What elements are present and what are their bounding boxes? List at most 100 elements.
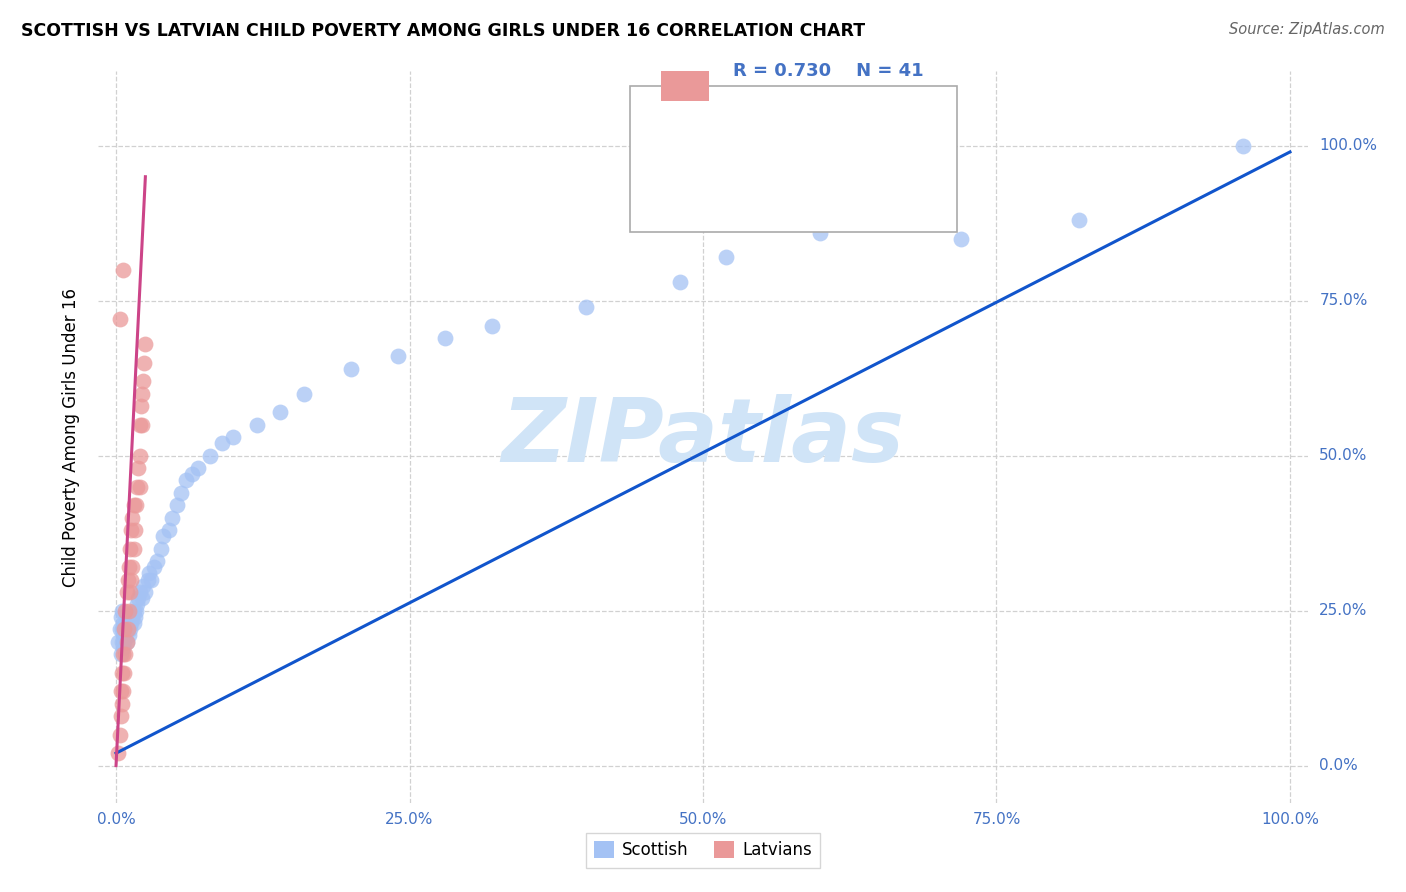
Point [115,634,138,648]
Point [127,598,149,612]
Point [124,610,146,624]
Point [141,573,163,587]
Point [1067,213,1090,227]
Point [211,436,233,450]
Point [481,318,503,333]
Point [132,579,155,593]
FancyBboxPatch shape [630,86,957,232]
Point [118,560,141,574]
Point [157,523,180,537]
Point [222,430,245,444]
Text: R = 0.730    N = 41: R = 0.730 N = 41 [734,62,924,80]
Text: ZIPatlas: ZIPatlas [502,393,904,481]
Point [125,604,148,618]
Point [128,417,150,432]
Text: 75.0%: 75.0% [1319,293,1368,309]
Point [716,250,738,264]
Point [112,615,135,630]
Point [128,480,150,494]
Point [246,417,269,432]
Point [198,449,221,463]
Text: 25.0%: 25.0% [385,812,433,827]
Text: 100.0%: 100.0% [1319,138,1378,153]
Point [124,523,146,537]
Point [136,573,159,587]
Point [149,541,172,556]
Point [111,634,134,648]
Point [162,510,184,524]
Legend: Scottish, Latvians: Scottish, Latvians [586,833,820,868]
Point [117,622,139,636]
Point [121,560,143,574]
Point [125,498,148,512]
Point [114,615,136,630]
Point [110,709,132,723]
Point [108,622,131,636]
Point [118,628,141,642]
Point [114,604,136,618]
Point [120,541,142,556]
Point [112,647,135,661]
Point [111,697,134,711]
Point [115,622,138,636]
Text: 0.0%: 0.0% [97,812,135,827]
Point [111,665,134,680]
Text: 25.0%: 25.0% [1319,603,1368,618]
Point [269,405,291,419]
Point [340,362,363,376]
Point [387,350,409,364]
Point [129,399,152,413]
Point [903,213,925,227]
Point [132,374,155,388]
Point [112,684,135,698]
Point [117,622,139,636]
Text: SCOTTISH VS LATVIAN CHILD POVERTY AMONG GIRLS UNDER 16 CORRELATION CHART: SCOTTISH VS LATVIAN CHILD POVERTY AMONG … [21,22,865,40]
Text: 50.0%: 50.0% [679,812,727,827]
Point [110,684,132,698]
Point [138,566,160,581]
Point [433,331,456,345]
Point [111,604,134,618]
Point [131,386,153,401]
Point [111,622,134,636]
Point [117,573,139,587]
Point [108,312,131,326]
Point [1232,138,1254,153]
Point [575,300,598,314]
Point [110,647,132,661]
Point [808,226,831,240]
Point [112,622,135,636]
Y-axis label: Child Poverty Among Girls Under 16: Child Poverty Among Girls Under 16 [62,287,80,587]
Point [668,275,690,289]
Point [127,461,149,475]
Point [128,449,150,463]
Point [127,480,149,494]
Point [142,560,165,574]
Point [181,467,204,482]
Point [120,523,142,537]
Point [166,498,188,512]
Point [107,746,129,760]
Point [950,232,973,246]
Point [112,665,135,680]
FancyBboxPatch shape [661,42,709,101]
Point [122,615,145,630]
Point [115,585,138,599]
Point [292,386,315,401]
Point [146,554,169,568]
Point [112,622,135,636]
Text: 75.0%: 75.0% [973,812,1021,827]
Point [118,615,141,630]
Point [121,510,143,524]
Text: 0.0%: 0.0% [1319,758,1358,773]
Point [108,728,131,742]
Point [131,417,153,432]
Point [112,628,135,642]
Point [122,604,145,618]
Point [115,634,138,648]
Text: 50.0%: 50.0% [1319,448,1368,463]
Point [114,628,136,642]
Point [127,591,149,606]
Point [117,610,139,624]
Point [131,591,153,606]
